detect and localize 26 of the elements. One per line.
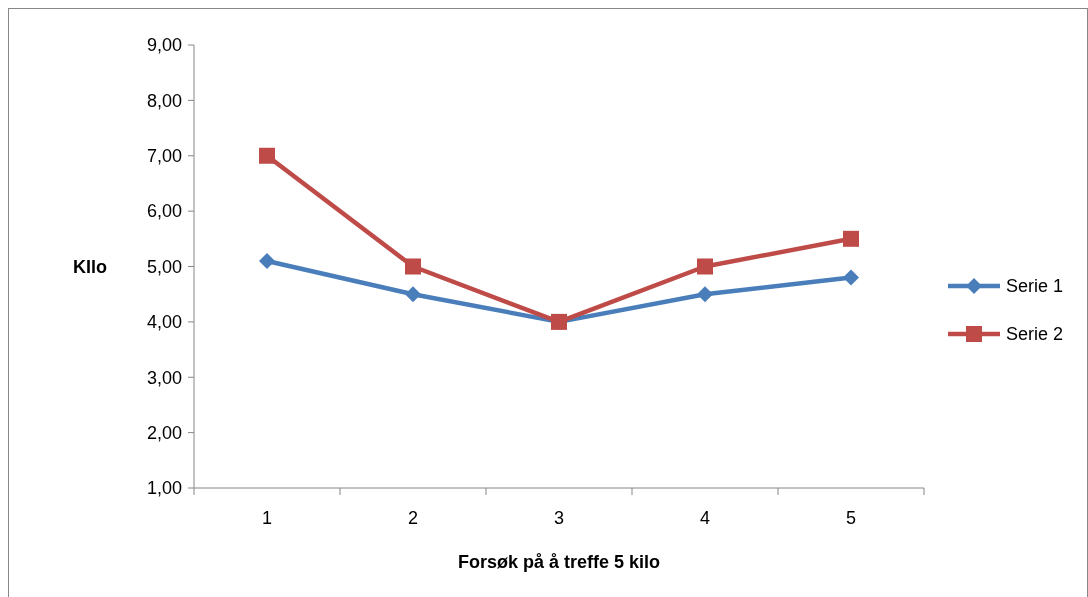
y-tick-label: 1,00	[146, 478, 182, 499]
y-tick-label: 7,00	[146, 146, 182, 167]
point	[405, 258, 421, 275]
y-tick-label: 2,00	[146, 422, 182, 443]
point	[259, 252, 275, 269]
x-tick-label: 5	[845, 508, 857, 528]
y-tick-label: 3,00	[146, 367, 182, 388]
y-tick-label: 4,00	[146, 312, 182, 333]
legend-label: Serie 2	[1006, 324, 1064, 345]
y-tick-label: 6,00	[146, 201, 182, 222]
y-tick-label: 8,00	[146, 90, 182, 111]
point	[843, 230, 859, 247]
x-axis-title: Forsøk på å treffe 5 kilo	[457, 552, 661, 572]
point	[405, 286, 421, 303]
point	[697, 286, 713, 303]
x-tick-label: 3	[553, 508, 565, 528]
y-tick-label: 5,00	[146, 256, 182, 277]
y-axis-title: KIlo	[73, 256, 107, 277]
x-tick-label: 2	[407, 508, 419, 528]
point	[259, 147, 275, 164]
legend-label: Serie 1	[1006, 276, 1064, 297]
y-tick-label: 9,00	[146, 35, 182, 56]
x-tick-label: 4	[699, 508, 711, 528]
point	[843, 269, 859, 286]
point	[697, 258, 713, 275]
x-tick-label: 1	[261, 508, 273, 528]
